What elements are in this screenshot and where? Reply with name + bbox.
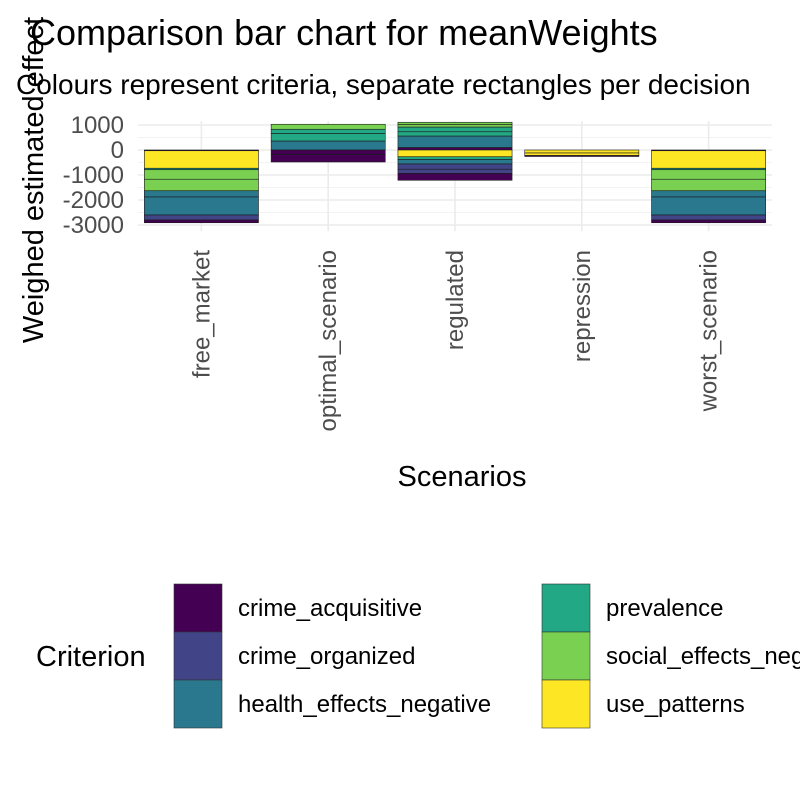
y-tick-label: -2000 [63, 187, 124, 214]
y-tick-label: -1000 [63, 162, 124, 189]
chart-subtitle: Colours represent criteria, separate rec… [16, 69, 751, 100]
x-tick-label: free_market [188, 250, 215, 378]
x-tick-label: regulated [442, 250, 469, 350]
legend-key-health_effects_negative [173, 679, 223, 729]
bar-segment-prevalence [270, 128, 386, 134]
bar-segment-social_effects_negative [144, 169, 259, 180]
bar-segment-prevalence [270, 133, 386, 142]
legend-label-health_effects_negative: health_effects_negative [238, 691, 491, 718]
legend-key-prevalence [541, 583, 591, 633]
bar-segment-crime_acquisitive [270, 149, 386, 155]
bar-segment-use_patterns [397, 149, 513, 158]
legend-label-crime_organized: crime_organized [238, 643, 415, 670]
chart-title: Comparison bar chart for meanWeights [30, 12, 658, 53]
bar-segment-use_patterns [524, 149, 640, 154]
legend-key-social_effects_negative [541, 631, 591, 681]
bar-segment-crime_acquisitive [397, 173, 513, 181]
bar-segment-health_effects_negative [270, 140, 386, 151]
bars [144, 121, 766, 224]
bar-segment-use_patterns [144, 150, 259, 169]
bar-segment-crime_organized [397, 163, 513, 170]
bar-segment-social_effects_negative [651, 178, 766, 192]
bar-segment-social_effects_negative [144, 178, 259, 192]
bar-segment-crime_organized [651, 214, 766, 221]
y-axis-title: Weighed estimated effect [18, 17, 50, 343]
legend-key-use_patterns [541, 679, 591, 729]
bar-segment-crime_organized [397, 168, 513, 174]
bar-segment-health_effects_negative [144, 196, 259, 216]
bar-segment-crime_acquisitive [397, 147, 513, 151]
bar-segment-social_effects_negative [397, 124, 513, 128]
y-tick-label: -3000 [63, 212, 124, 239]
legend-key-crime_acquisitive [173, 583, 223, 633]
bar-segment-health_effects_negative [397, 135, 513, 148]
legend-label-crime_acquisitive: crime_acquisitive [238, 595, 422, 622]
bar-segment-health_effects_negative [651, 196, 766, 216]
bar-segment-crime_acquisitive [270, 154, 386, 163]
x-tick-label: repression [569, 250, 596, 362]
bar-segment-social_effects_negative [397, 121, 513, 125]
bar-segment-prevalence [397, 156, 513, 160]
x-tick-label: worst_scenario [696, 250, 723, 412]
bar-segment-use_patterns [524, 152, 640, 156]
bar-segment-health_effects_negative [397, 159, 513, 165]
bar-segment-use_patterns [651, 150, 766, 169]
x-axis-title: Scenarios [398, 461, 527, 493]
bar-segment-social_effects_negative [270, 123, 386, 130]
bar-segment-social_effects_negative [651, 169, 766, 180]
bar-segment-crime_acquisitive [651, 219, 766, 224]
legend-label-prevalence: prevalence [606, 595, 723, 622]
x-tick-label: optimal_scenario [315, 250, 342, 431]
bar-segment-prevalence [397, 126, 513, 133]
y-tick-label: 1000 [71, 112, 124, 139]
legend: Criterion crime_acquisitive crime_organiz… [36, 583, 800, 729]
y-tick-label: 0 [111, 137, 124, 164]
bar-segment-crime_acquisitive [524, 155, 640, 157]
bar-segment-prevalence [397, 131, 513, 137]
legend-label-social_effects_negative: social_effects_negative [606, 643, 800, 670]
bar-segment-health_effects_negative [651, 190, 766, 198]
bar-segment-health_effects_negative [144, 190, 259, 198]
bar-segment-crime_organized [144, 214, 259, 221]
legend-key-crime_organized [173, 631, 223, 681]
legend-label-use_patterns: use_patterns [606, 691, 745, 718]
legend-title: Criterion [36, 641, 146, 673]
bar-segment-crime_acquisitive [144, 219, 259, 224]
